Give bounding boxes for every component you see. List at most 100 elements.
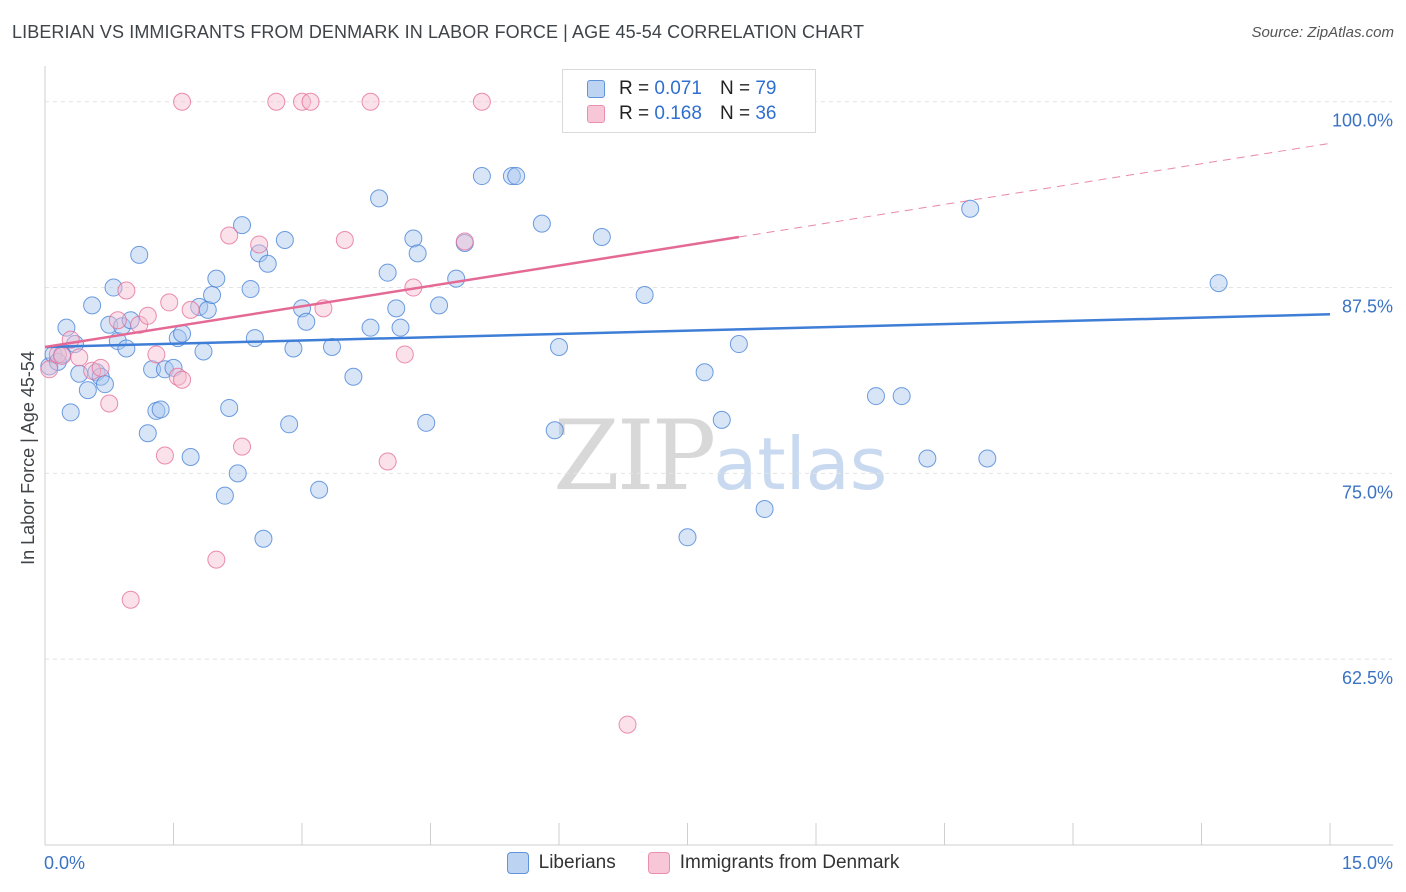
point-denmark [173,370,192,389]
point-liberians [233,216,252,235]
legend-r-label: R = [619,78,650,99]
point-liberians [95,375,114,394]
point-liberians [430,296,449,315]
trendline-denmark [44,235,740,349]
point-denmark [378,452,397,471]
point-denmark [233,437,252,456]
y-tick-label: 87.5% [1342,297,1393,317]
point-denmark [147,345,166,364]
point-liberians [198,300,217,319]
point-liberians [1209,274,1228,293]
point-liberians [370,189,389,208]
trendline-liberians [44,313,1331,349]
data-points [40,92,1228,734]
point-liberians [254,529,273,548]
point-liberians [258,254,277,273]
point-liberians [755,500,774,519]
point-liberians [228,464,247,483]
point-liberians [729,335,748,354]
point-liberians [404,229,423,248]
point-denmark [455,232,474,251]
point-liberians [592,228,611,247]
x-tick-label: 0.0% [44,853,85,873]
point-liberians [241,280,260,299]
point-liberians [78,381,97,400]
point-denmark [155,446,174,465]
point-liberians [310,480,329,499]
point-denmark [220,226,239,245]
legend-row-liberians: R = 0.071 N = 79 [587,76,776,102]
legend-n-value: 79 [755,78,777,99]
legend-label-denmark: Immigrants from Denmark [679,852,900,873]
point-liberians [215,486,234,505]
series-legend: Liberians Immigrants from Denmark [0,852,1406,874]
point-liberians [408,244,427,263]
point-liberians [472,167,491,186]
point-denmark [618,715,637,734]
chart-source: Source: ZipAtlas.com [1251,24,1394,41]
x-tick-label: 15.0% [1342,853,1393,873]
axes [44,66,1393,846]
point-liberians [220,398,239,417]
legend-n-label: N = [719,78,751,99]
point-liberians [712,410,731,429]
point-liberians [100,315,119,334]
legend-item-denmark[interactable]: Immigrants from Denmark [647,852,900,874]
point-liberians [695,363,714,382]
y-tick-label: 75.0% [1342,482,1393,502]
point-liberians [918,449,937,468]
point-liberians [275,230,294,249]
legend-n-value: 36 [755,103,777,124]
point-liberians [194,342,213,361]
point-liberians [151,400,170,419]
point-liberians [387,299,406,318]
point-liberians [361,318,380,337]
point-liberians [866,387,885,406]
legend-swatch-liberians [506,852,529,874]
point-denmark [53,346,72,365]
point-liberians [207,269,226,288]
point-liberians [83,296,102,315]
point-denmark [121,590,140,609]
point-liberians [57,318,76,337]
point-liberians [550,338,568,357]
point-denmark [173,92,192,111]
point-liberians [138,424,157,443]
point-liberians [61,403,80,422]
point-liberians [378,263,397,282]
legend-r-label: R = [619,103,650,124]
point-liberians [173,324,192,343]
point-denmark [301,92,320,111]
legend-n-label: N = [719,103,751,124]
axis-labels: 62.5% 75.0% 87.5% 100.0% 0.0% 15.0% In Labor F… [18,111,1393,873]
trend-lines [44,142,1331,349]
watermark-zip: ZIP [553,400,716,512]
point-denmark [138,306,157,325]
point-liberians [502,167,521,186]
legend-row-denmark: R = 0.168 N = 36 [587,101,776,127]
legend-swatch-liberians [587,80,605,98]
point-liberians [117,339,136,358]
point-liberians [245,329,264,348]
point-liberians [181,448,200,467]
point-denmark [117,281,136,300]
point-denmark [108,311,127,330]
point-denmark [70,348,89,367]
chart-title: LIBERIAN VS IMMIGRANTS FROM DENMARK IN L… [12,22,865,42]
y-axis-title: In Labor Force | Age 45-54 [18,351,38,565]
legend-item-liberians[interactable]: Liberians [506,852,616,874]
point-denmark [395,345,414,364]
point-liberians [507,167,526,186]
legend-swatch-denmark [587,105,605,123]
point-denmark [160,293,179,312]
legend-swatch-denmark [647,852,670,874]
point-liberians [344,367,363,386]
legend-r-value: 0.071 [654,78,702,99]
point-denmark [335,230,354,249]
point-liberians [130,245,149,264]
legend-label-liberians: Liberians [538,852,616,873]
point-liberians [143,360,162,379]
watermark: ZIPatlas [553,400,887,512]
watermark-atlas: atlas [713,422,888,506]
